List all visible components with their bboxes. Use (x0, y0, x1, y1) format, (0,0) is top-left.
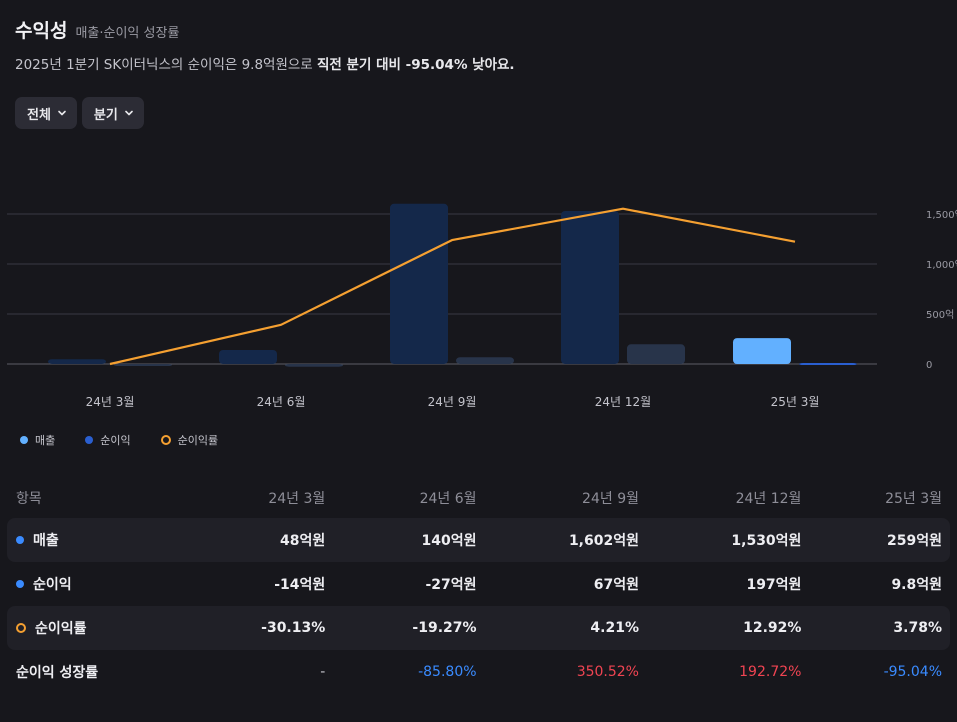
table-cell: 350.52% (576, 664, 639, 680)
scope-dropdown-label: 전체 (27, 107, 51, 123)
table-cell: 4.21% (484, 606, 647, 650)
legend-margin[interactable]: 순이익률 (160, 432, 219, 448)
y-tick-label: 500억 (926, 309, 954, 321)
financial-table: 항목 24년 3월 24년 6월 24년 9월 24년 12월 25년 3월 매… (7, 478, 950, 694)
title-row: 수익성 매출·순이익 성장률 (15, 16, 179, 43)
revenue-bar (48, 359, 106, 364)
table-cell: 197억원 (746, 577, 802, 593)
table-cell: 1,530억원 (646, 518, 810, 562)
table-header-row: 항목 24년 3월 24년 6월 24년 9월 24년 12월 25년 3월 (7, 478, 950, 518)
table-cell: -19.27% (333, 606, 485, 650)
summary-text: 2025년 1분기 SK이터닉스의 순이익은 9.8억원으로 직전 분기 대비 … (15, 53, 515, 73)
y-tick-label: 0 (926, 360, 932, 371)
summary-highlight: 직전 분기 대비 -95.04% 낮아요. (317, 57, 515, 73)
header-item-label: 항목 (16, 491, 42, 507)
net-income-dot-icon (85, 436, 94, 444)
page-title: 수익성 (15, 20, 68, 42)
table-row-revenue: 매출 48억원 140억원 1,602억원 1,530억원 259억원 (7, 518, 950, 562)
table-row-net-income: 순이익 -14억원 -27억원 67억원 197억원 9.8억원 (7, 562, 950, 606)
x-tick-label: 25년 3월 (771, 395, 820, 409)
net-income-bar (114, 364, 172, 366)
summary-prefix: 2025년 1분기 SK이터닉스의 순이익은 9.8억원으로 (15, 57, 318, 73)
table-cell: -95.04% (883, 664, 942, 680)
table-cell: 140억원 (333, 518, 485, 562)
scope-dropdown[interactable]: 전체 (15, 97, 77, 129)
legend-net-income[interactable]: 순이익 (85, 432, 131, 448)
filter-bar: 전체 분기 (15, 97, 144, 129)
legend-revenue-label: 매출 (35, 434, 56, 447)
x-tick-label: 24년 6월 (257, 395, 306, 409)
y-tick-label: 1,500억 (926, 209, 957, 221)
header-period: 24년 6월 (419, 491, 477, 507)
table-row-growth: 순이익 성장률 - -85.80% 350.52% 192.72% -95.04… (7, 650, 950, 694)
chart-legend: 매출 순이익 순이익률 (20, 432, 218, 448)
x-tick-label: 24년 12월 (595, 395, 651, 409)
table-cell: 192.72% (739, 664, 802, 680)
header-period: 24년 12월 (735, 491, 802, 507)
legend-margin-label: 순이익률 (177, 434, 219, 447)
revenue-bar (561, 211, 619, 364)
table-cell: 3.78% (809, 606, 950, 650)
revenue-dot-icon (16, 536, 24, 544)
margin-line (109, 207, 796, 366)
header-period: 25년 3월 (885, 491, 942, 507)
legend-net-income-label: 순이익 (100, 434, 131, 447)
table-cell: 1,602억원 (484, 518, 647, 562)
net-income-bar (456, 357, 514, 364)
net-income-bar (285, 364, 343, 367)
x-tick-label: 24년 9월 (428, 395, 477, 409)
chevron-down-icon (58, 110, 66, 116)
table-cell: 67억원 (593, 577, 639, 593)
revenue-dot-icon (20, 436, 28, 444)
period-dropdown[interactable]: 분기 (81, 97, 144, 129)
margin-ring-icon (160, 435, 171, 445)
row-label: 순이익 (33, 577, 72, 593)
x-tick-label: 24년 3월 (86, 395, 135, 409)
table-cell: -27억원 (425, 577, 477, 593)
net-income-dot-icon (16, 580, 24, 588)
row-label: 순이익 성장률 (16, 665, 99, 681)
table-cell: - (320, 664, 326, 680)
legend-revenue[interactable]: 매출 (20, 432, 55, 448)
table-cell: -85.80% (418, 664, 477, 680)
profitability-chart[interactable]: 0 500억 1,000억 1,500억 24년 3월 24년 6월 24년 9월 24년 1… (0, 140, 957, 420)
y-tick-label: 1,000억 (926, 259, 957, 271)
header-period: 24년 3월 (268, 491, 326, 507)
table-cell: -14억원 (274, 577, 326, 593)
table-cell: -30.13% (182, 606, 334, 650)
header-period: 24년 9월 (582, 491, 639, 507)
net-income-bar (627, 344, 685, 364)
period-dropdown-label: 분기 (93, 107, 118, 123)
table-row-margin: 순이익률 -30.13% -19.27% 4.21% 12.92% 3.78% (7, 606, 950, 650)
table-cell: 9.8억원 (891, 577, 942, 593)
page-subtitle: 매출·순이익 성장률 (75, 26, 180, 41)
table-cell: 259억원 (809, 518, 950, 562)
revenue-bar (733, 338, 791, 364)
table-cell: 12.92% (646, 606, 810, 650)
row-label: 매출 (33, 533, 59, 549)
net-income-bar (799, 363, 857, 366)
table-cell: 48억원 (182, 518, 334, 562)
chevron-down-icon (125, 110, 133, 116)
margin-ring-icon (16, 623, 26, 633)
revenue-bar (219, 350, 277, 364)
row-label: 순이익률 (35, 621, 87, 637)
revenue-bar (390, 203, 448, 364)
